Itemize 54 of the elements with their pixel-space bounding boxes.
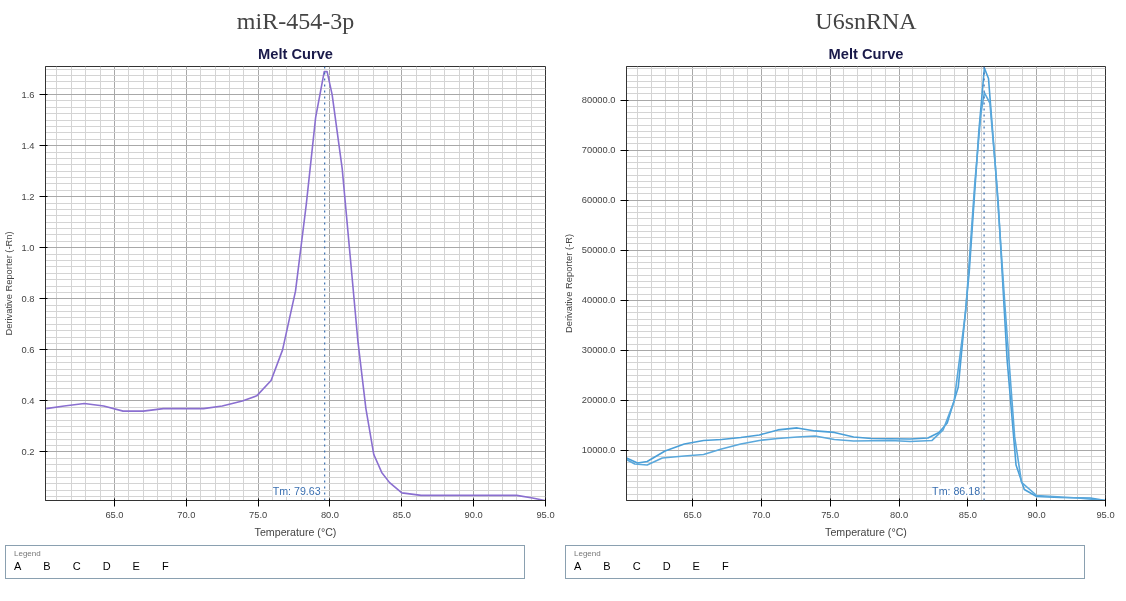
y-tick-label: 30000.0 [581,345,616,356]
y-tick-label: 20000.0 [581,395,616,406]
y-tick-label: 10000.0 [581,445,616,456]
text: Legend [574,548,602,560]
text: F [721,560,729,573]
y-tick-label: 40000.0 [581,295,616,306]
x-tick-label: 70.0 [752,509,771,520]
y-axis-title: Derivative Reporter (-Rn) [3,231,14,336]
y-tick-label: 1.6 [21,89,35,100]
x-tick-label: 90.0 [1027,509,1046,520]
text: C [632,560,641,573]
text: E [132,560,140,573]
y-tick-label: 60000.0 [581,195,616,206]
ref-line-label: Tm: 79.63 [272,484,321,497]
text: B [43,560,51,573]
x-tick-label: 75.0 [821,509,840,520]
x-tick-label: 75.0 [249,509,268,520]
y-tick-label: 0.4 [21,395,35,406]
chart-subtitle: Melt Curve [258,45,333,62]
x-tick-label: 80.0 [320,509,340,520]
y-tick-label: 0.2 [21,446,35,457]
text: C [72,560,81,573]
text: Legend [14,548,42,560]
text: D [102,560,111,573]
text: B [603,560,611,573]
y-tick-label: 0.6 [21,344,35,355]
x-axis-title: Temperature (°C) [254,525,337,538]
x-tick-label: 70.0 [177,509,196,520]
x-tick-label: 95.0 [536,509,555,520]
x-tick-label: 85.0 [958,509,977,520]
x-tick-label: 95.0 [1096,509,1115,520]
y-tick-label: 1.4 [21,140,35,151]
y-tick-label: 1.0 [21,242,35,253]
text: F [161,560,169,573]
text: A [14,560,22,573]
x-tick-label: 80.0 [889,509,909,520]
x-tick-label: 65.0 [683,509,702,520]
y-axis-title: Derivative Reporter (-R) [563,233,574,333]
y-tick-label: 70000.0 [581,145,616,156]
y-tick-label: 0.8 [21,293,35,304]
chart-title: U6snRNA [815,7,918,34]
y-tick-label: 80000.0 [581,95,616,106]
y-tick-label: 50000.0 [581,245,616,256]
ref-line-label: Tm: 86.18 [932,484,981,497]
chart-subtitle: Melt Curve [828,45,904,62]
text: A [574,560,582,573]
x-tick-label: 65.0 [105,509,124,520]
x-axis-title: Temperature (°C) [825,525,907,538]
x-tick-label: 85.0 [392,509,411,520]
y-tick-label: 1.2 [21,191,35,202]
text: D [662,560,671,573]
chart-title: miR-454-3p [236,7,355,34]
text: E [692,560,700,573]
x-tick-label: 90.0 [464,509,483,520]
